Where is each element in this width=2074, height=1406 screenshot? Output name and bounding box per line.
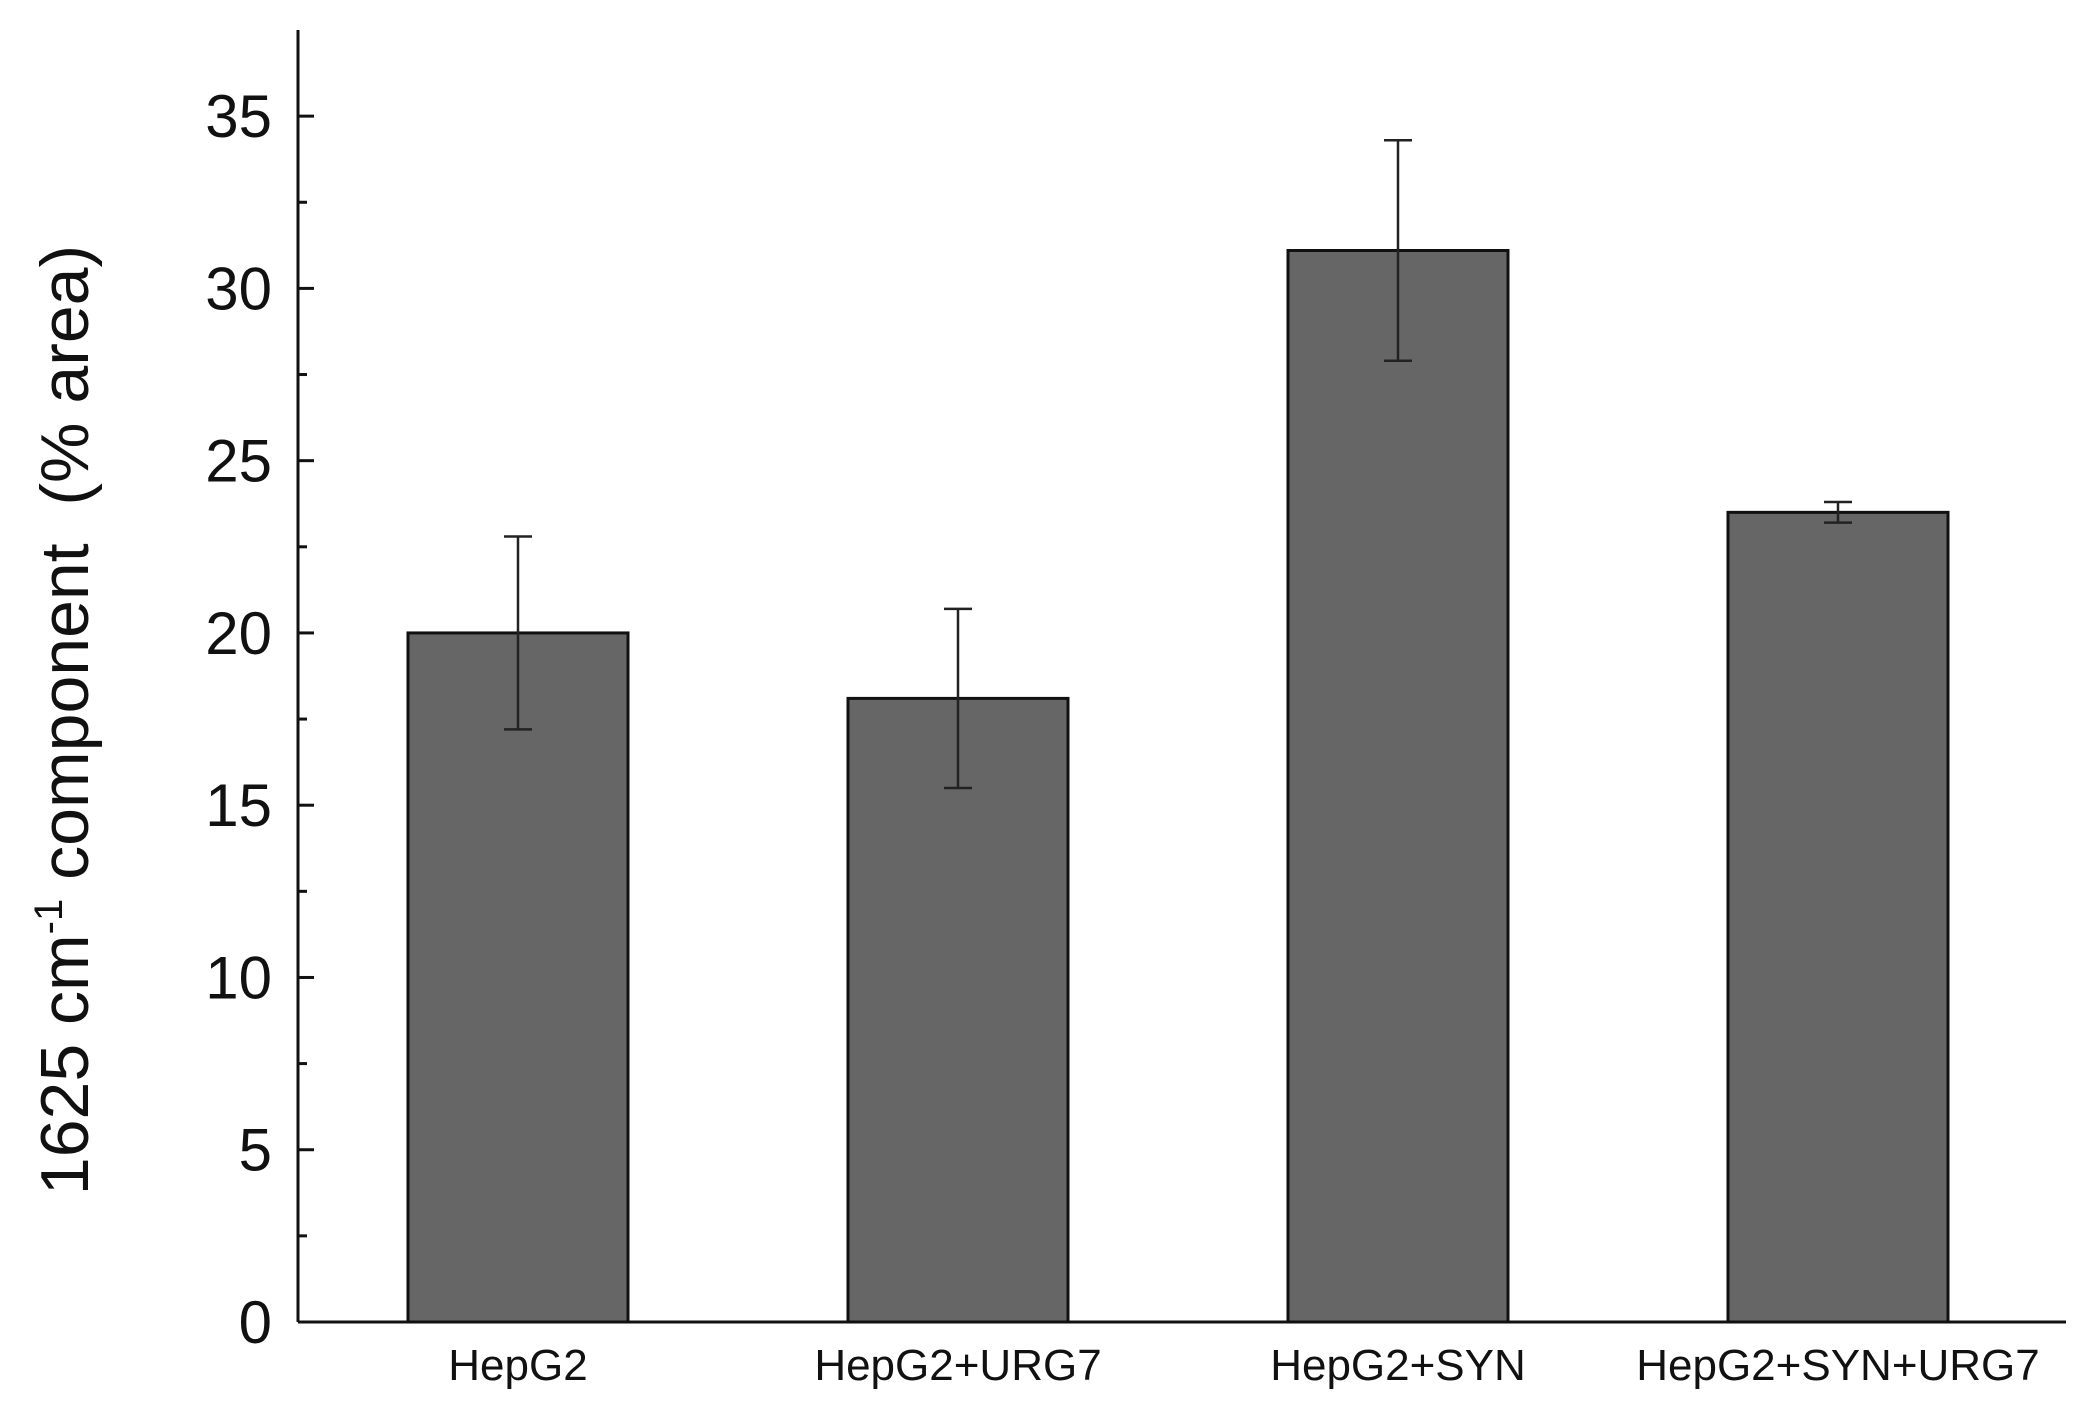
y-axis-title-superscript: -1: [27, 899, 71, 935]
y-tick-label: 15: [205, 772, 272, 839]
y-tick-label: 20: [205, 600, 272, 667]
error-bars-layer: [504, 139, 1852, 790]
y-tick-label: 30: [205, 255, 272, 322]
x-category-label: HepG2+URG7: [814, 1341, 1101, 1390]
y-ticks-layer: 0 5 10 15 20 25 30 35: [205, 83, 314, 1356]
y-axis-title: 1625 cm-1 component (% area): [27, 245, 103, 1195]
y-tick-label: 35: [205, 83, 272, 150]
x-category-label: HepG2+SYN: [1270, 1341, 1526, 1390]
bar: [1286, 249, 1510, 1324]
bar: [1726, 510, 1950, 1324]
error-bar: [504, 535, 532, 731]
x-category-labels: HepG2 HepG2+URG7 HepG2+SYN HepG2+SYN+URG7: [448, 1341, 2039, 1390]
axes-layer: [296, 30, 2066, 1324]
error-bar: [1384, 139, 1412, 363]
x-category-label: HepG2: [448, 1341, 587, 1390]
y-tick-label: 5: [239, 1117, 272, 1184]
y-axis-title-suffix: component (% area): [27, 245, 103, 899]
bar: [846, 696, 1070, 1324]
y-tick-label: 10: [205, 944, 272, 1011]
error-bar: [1824, 500, 1852, 524]
y-tick-label: 25: [205, 428, 272, 495]
y-tick-label: 0: [239, 1289, 272, 1356]
error-bar: [944, 607, 972, 790]
bar: [406, 631, 630, 1324]
x-category-label: HepG2+SYN+URG7: [1636, 1341, 2040, 1390]
y-axis-title-prefix: 1625 cm: [27, 934, 103, 1195]
bars-layer: [406, 249, 1950, 1324]
